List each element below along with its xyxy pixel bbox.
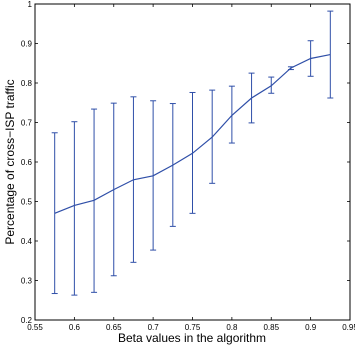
- line-layer: [54, 53, 331, 214]
- y-axis-title: Percentage of cross−ISP traffic: [3, 79, 17, 244]
- y-tick-label: 1: [28, 0, 33, 9]
- x-tick-label: 0.95: [342, 323, 355, 332]
- y-tick-label: 0.6: [21, 158, 33, 167]
- y-tick-label: 0.5: [21, 198, 33, 207]
- x-tick-label: 0.75: [185, 323, 201, 332]
- y-tick-label: 0.4: [21, 237, 33, 246]
- y-tick-label: 0.2: [21, 316, 33, 325]
- x-tick-label: 0.8: [226, 323, 238, 332]
- ticks-layer: 0.55 0.6 0.65 0.7 0.75 0.8 0.85 0.9 0.95 0.2 0.3 0.…: [21, 0, 355, 332]
- x-tick-label: 0.7: [148, 323, 160, 332]
- x-tick-label: 0.65: [106, 323, 122, 332]
- x-tick-label: 0.6: [69, 323, 81, 332]
- series-line: [54, 53, 331, 214]
- x-tick-label: 0.85: [263, 323, 279, 332]
- y-tick-label: 0.7: [21, 119, 33, 128]
- y-tick-label: 0.9: [21, 40, 33, 49]
- y-tick-label: 0.8: [21, 79, 33, 88]
- x-axis-title: Beta values in the algorithm: [118, 331, 266, 345]
- x-tick-label: 0.9: [305, 323, 317, 332]
- y-tick-label: 0.3: [21, 277, 33, 286]
- x-tick-label: 0.55: [27, 323, 43, 332]
